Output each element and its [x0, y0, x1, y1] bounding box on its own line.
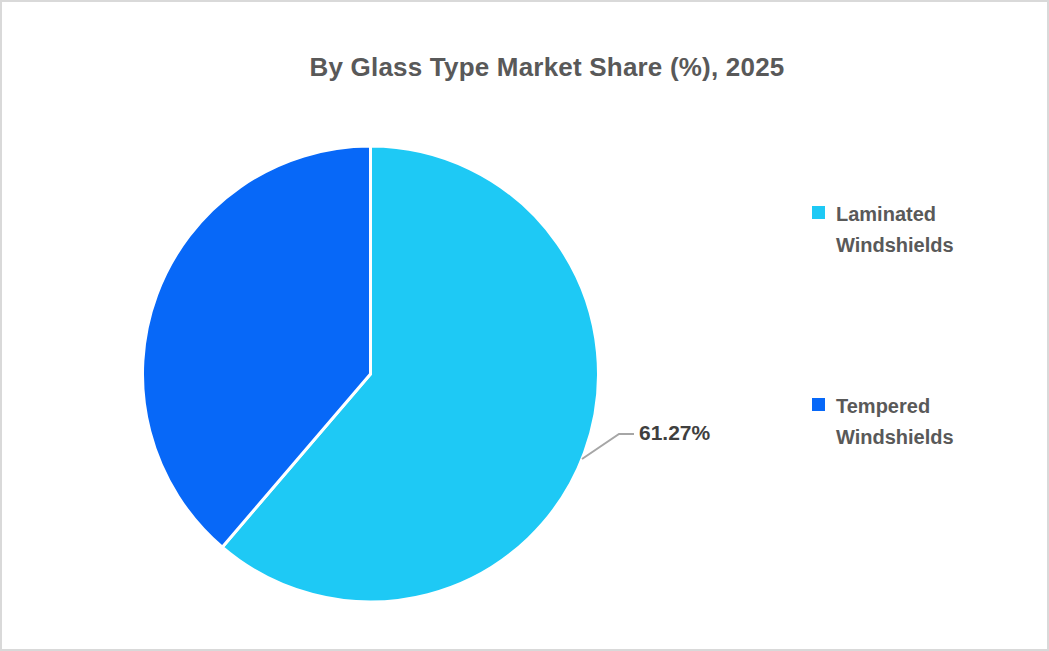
legend-label-laminated: Laminated Windshields [836, 199, 968, 261]
legend-item-tempered: Tempered Windshields [812, 391, 968, 453]
chart-canvas: By Glass Type Market Share (%), 2025 61.… [0, 0, 1049, 651]
legend-marker-laminated [812, 206, 825, 219]
legend-marker-tempered [812, 398, 825, 411]
data-label-laminated: 61.27% [639, 421, 710, 445]
pie-chart [132, 134, 662, 614]
legend-item-laminated: Laminated Windshields [812, 199, 968, 261]
chart-title: By Glass Type Market Share (%), 2025 [47, 52, 1047, 83]
legend-label-tempered: Tempered Windshields [836, 391, 968, 453]
pie-slices [142, 146, 598, 602]
